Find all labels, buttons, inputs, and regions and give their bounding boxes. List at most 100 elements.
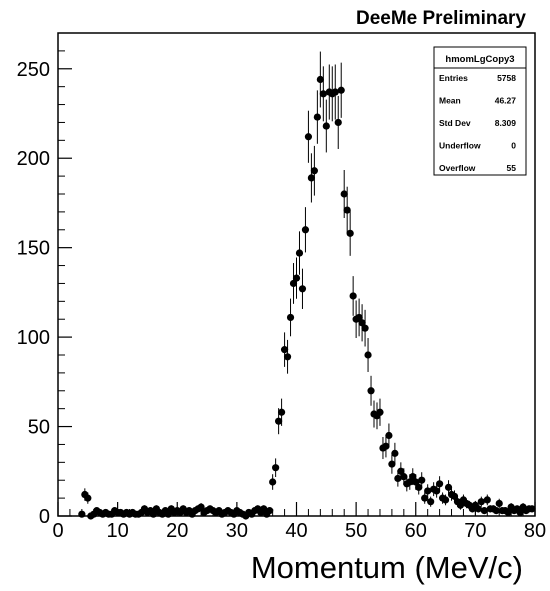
data-point bbox=[283, 353, 292, 361]
stats-box: hmomLgCopy3 Entries 5758 Mean 46.27 Std Dev 8… bbox=[433, 46, 527, 176]
stats-value: 5758 bbox=[497, 73, 516, 83]
stats-value: 0 bbox=[511, 141, 516, 151]
data-point bbox=[415, 483, 423, 491]
x-tick-label: 20 bbox=[166, 520, 188, 542]
x-tick-label: 80 bbox=[524, 520, 546, 542]
data-point bbox=[364, 351, 372, 359]
data-point bbox=[349, 292, 357, 300]
data-point bbox=[412, 478, 420, 486]
data-point bbox=[304, 133, 313, 141]
data-point bbox=[427, 498, 435, 506]
stats-value: 46.27 bbox=[495, 96, 517, 106]
stats-box-title: hmomLgCopy3 bbox=[445, 54, 514, 65]
data-point bbox=[528, 505, 536, 513]
data-point bbox=[391, 449, 399, 457]
stats-label: Std Dev bbox=[439, 118, 471, 128]
data-point bbox=[433, 487, 441, 495]
data-point bbox=[275, 417, 283, 425]
data-point bbox=[197, 503, 205, 511]
data-point bbox=[319, 90, 327, 98]
data-point bbox=[337, 86, 345, 94]
data-point bbox=[474, 505, 482, 513]
stats-box-border bbox=[433, 46, 527, 176]
data-point bbox=[316, 75, 324, 84]
y-tick-label: 250 bbox=[17, 59, 50, 81]
data-point bbox=[385, 431, 393, 440]
data-point bbox=[78, 510, 86, 518]
data-point bbox=[277, 408, 286, 416]
data-point bbox=[301, 226, 310, 234]
data-point bbox=[492, 507, 500, 515]
data-point bbox=[483, 496, 491, 504]
data-point bbox=[436, 480, 444, 488]
data-point bbox=[272, 464, 280, 472]
data-point bbox=[397, 467, 405, 475]
data-point bbox=[295, 249, 304, 257]
data-point bbox=[367, 387, 375, 395]
data-point bbox=[292, 274, 301, 282]
x-tick-label: 50 bbox=[345, 520, 367, 542]
x-tick-label: 30 bbox=[226, 520, 248, 542]
data-point bbox=[164, 510, 172, 518]
chart-title: DeeMe Preliminary bbox=[356, 8, 526, 29]
data-point bbox=[361, 324, 369, 332]
data-point bbox=[266, 507, 274, 515]
data-point bbox=[334, 118, 342, 127]
stats-label: Mean bbox=[439, 96, 461, 106]
x-tick-label: 40 bbox=[285, 520, 307, 542]
data-point bbox=[298, 285, 307, 293]
data-point bbox=[358, 319, 366, 327]
data-point bbox=[340, 190, 348, 198]
data-point bbox=[516, 508, 524, 517]
data-point bbox=[382, 442, 390, 450]
data-point bbox=[456, 501, 465, 509]
data-point bbox=[444, 483, 453, 491]
data-point bbox=[409, 473, 417, 481]
data-point bbox=[480, 507, 488, 515]
data-point bbox=[310, 167, 318, 175]
data-point bbox=[388, 460, 396, 468]
stats-value: 55 bbox=[507, 163, 517, 173]
data-point bbox=[424, 487, 432, 495]
data-point bbox=[406, 478, 414, 486]
data-point bbox=[394, 474, 402, 483]
data-point bbox=[504, 508, 512, 517]
x-tick-label: 60 bbox=[405, 520, 427, 542]
data-point bbox=[289, 279, 298, 288]
data-point bbox=[260, 505, 268, 513]
data-point bbox=[418, 476, 426, 484]
x-tick-label: 70 bbox=[464, 520, 486, 542]
stats-label: Underflow bbox=[439, 141, 481, 151]
data-point bbox=[450, 492, 459, 500]
data-point bbox=[343, 206, 351, 214]
y-tick-label: 100 bbox=[17, 327, 50, 349]
stats-label: Overflow bbox=[439, 163, 476, 173]
x-tick-label: 0 bbox=[52, 520, 63, 542]
data-point bbox=[269, 478, 277, 486]
data-point bbox=[84, 494, 92, 502]
x-tick-label: 10 bbox=[107, 520, 129, 542]
data-point bbox=[495, 499, 503, 508]
data-point bbox=[331, 88, 339, 96]
data-point bbox=[307, 174, 316, 182]
data-point bbox=[441, 496, 450, 504]
stats-label: Entries bbox=[439, 73, 468, 83]
data-point bbox=[280, 346, 289, 354]
data-point bbox=[346, 229, 354, 237]
data-point bbox=[149, 510, 157, 518]
data-point bbox=[477, 498, 485, 506]
data-point bbox=[286, 313, 295, 322]
data-point bbox=[400, 473, 408, 481]
data-point bbox=[376, 408, 384, 416]
data-point bbox=[313, 113, 321, 121]
data-points bbox=[78, 51, 536, 520]
y-tick-label: 50 bbox=[28, 417, 50, 439]
y-tick-label: 0 bbox=[39, 506, 50, 528]
data-point bbox=[355, 313, 363, 322]
y-tick-label: 150 bbox=[17, 238, 50, 260]
axes: 0 10 20 30 40 50 60 70 80 0 50 100 150 200 250 bbox=[17, 32, 546, 542]
stats-value: 8.309 bbox=[495, 118, 517, 128]
x-axis-label: Momentum (MeV/c) bbox=[251, 550, 523, 585]
data-point bbox=[322, 122, 330, 130]
